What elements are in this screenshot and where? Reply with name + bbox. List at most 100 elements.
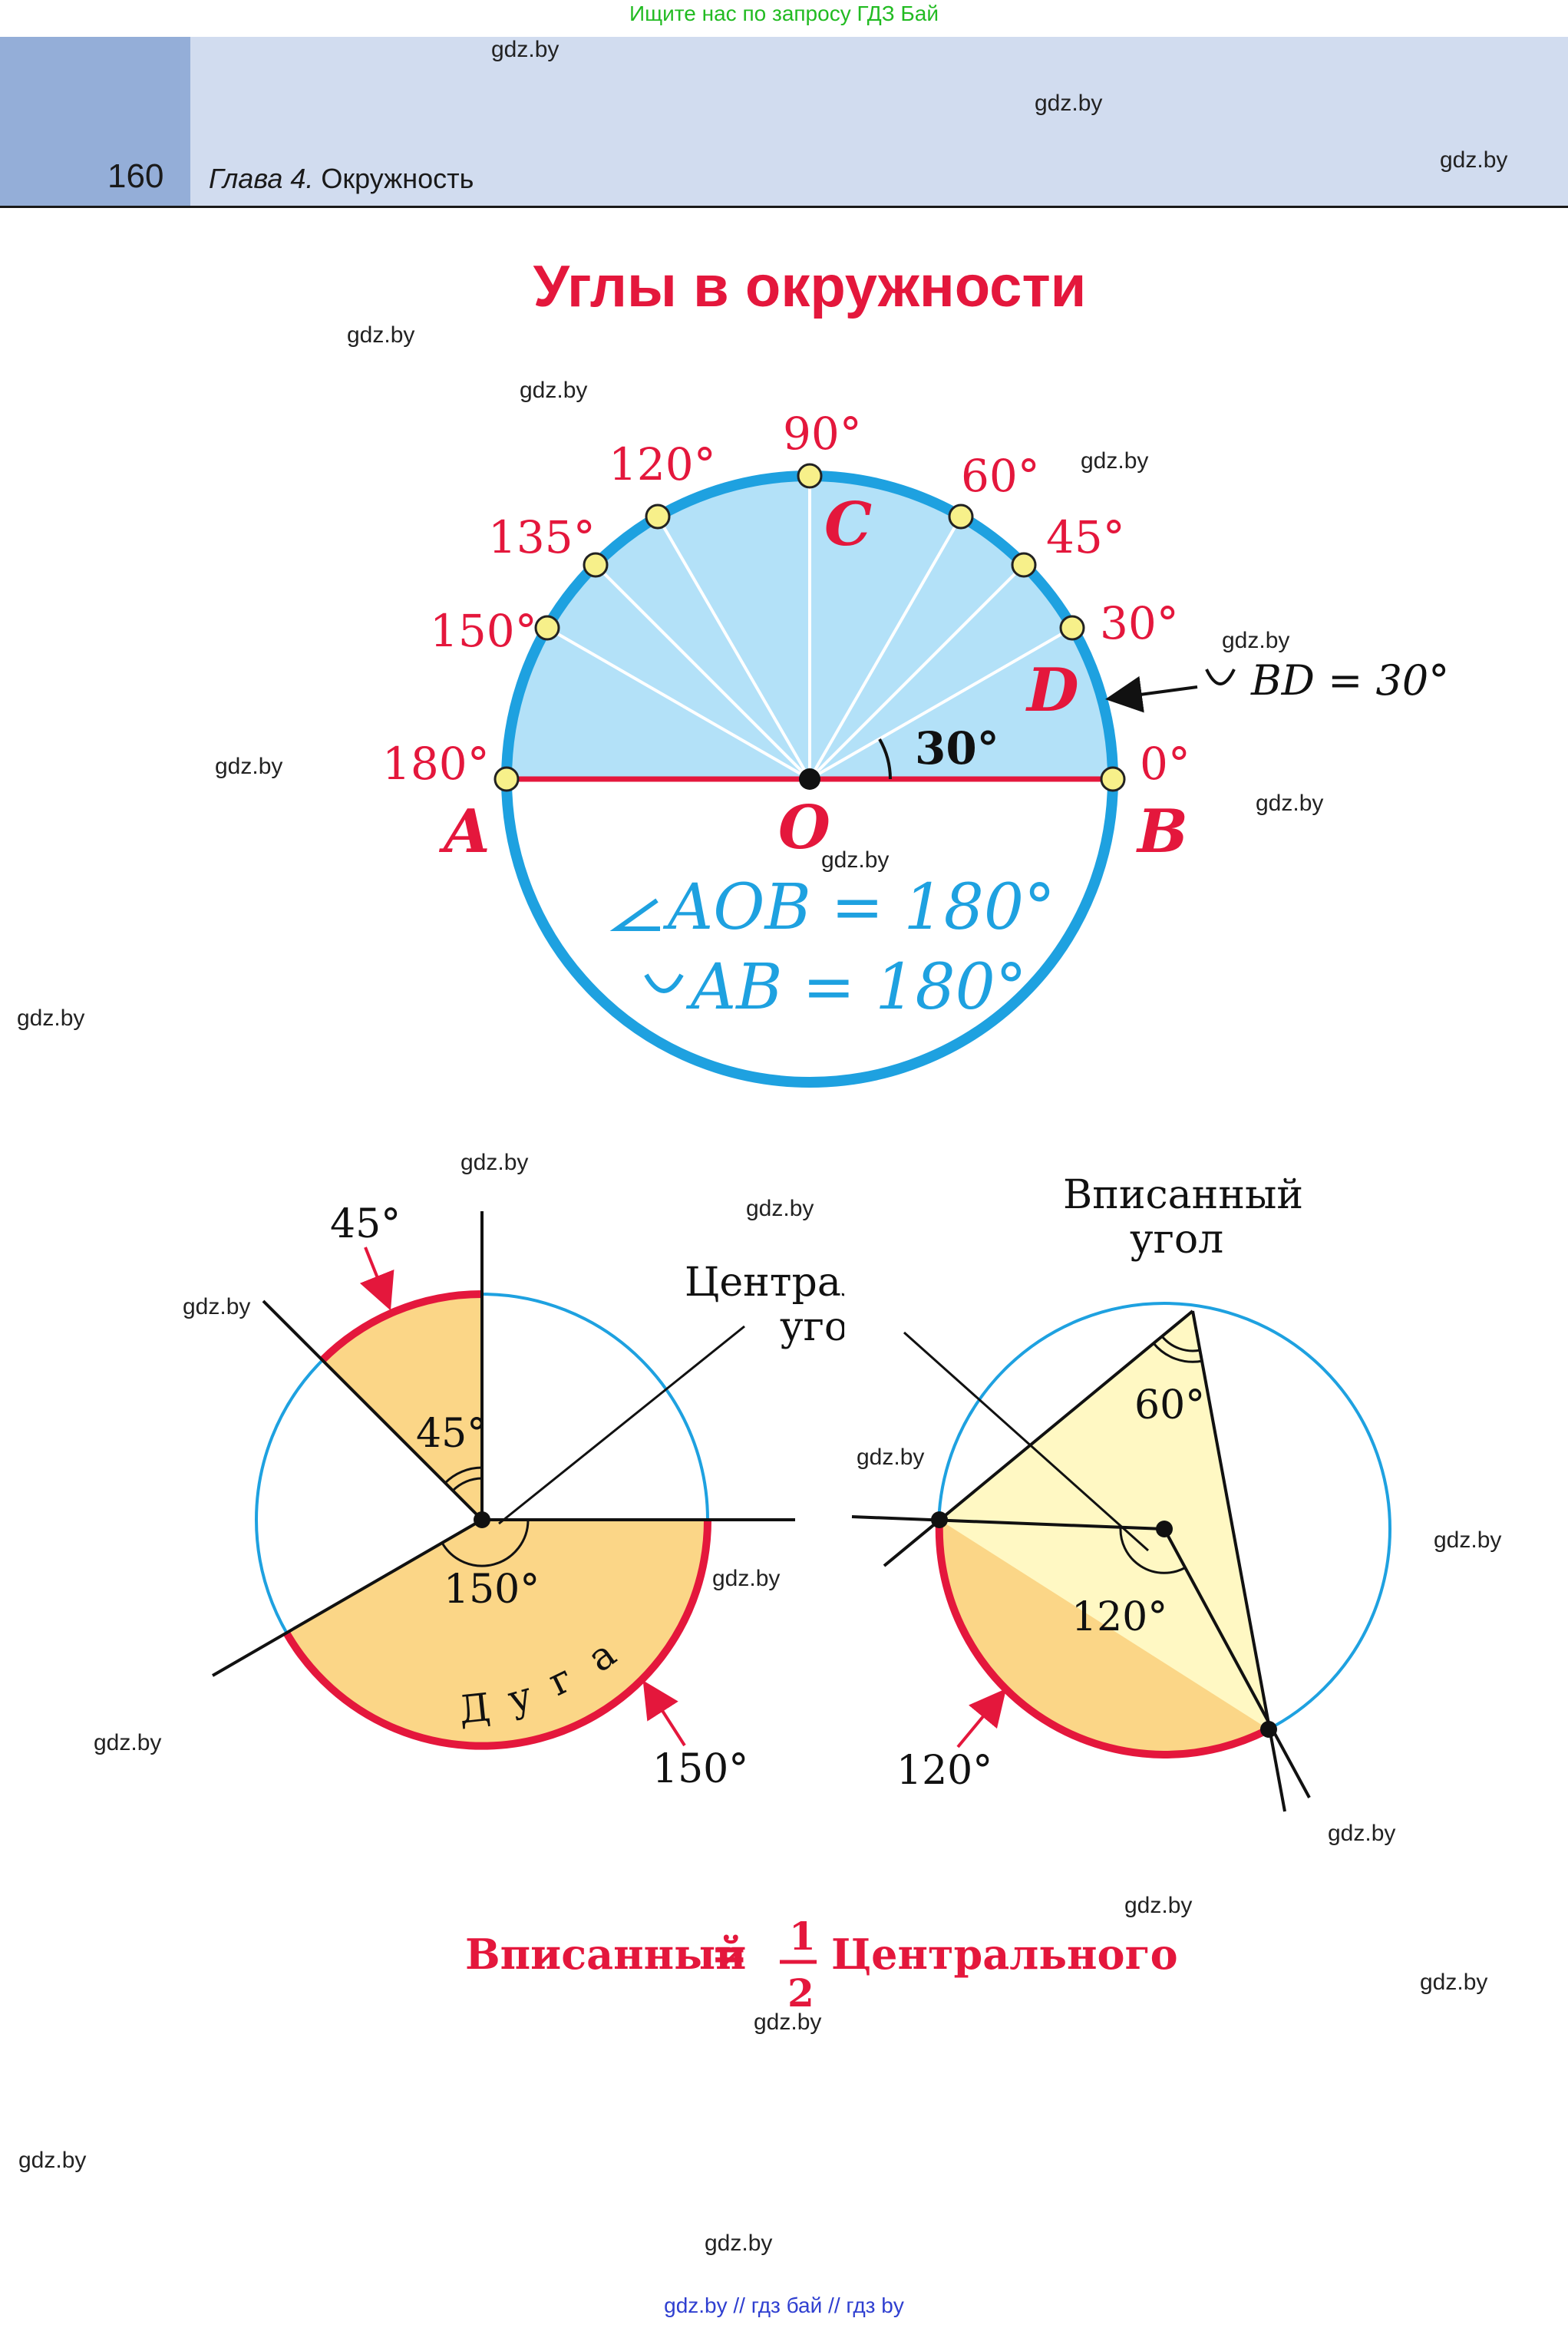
degree-points (494, 463, 1126, 792)
watermark: gdz.by (1222, 628, 1290, 653)
formula-angle-aob: AOB = 180° (662, 871, 1055, 944)
arrow-to-arc-120 (956, 1688, 1007, 1749)
watermark: gdz.by (520, 378, 588, 403)
watermark: gdz.by (746, 1196, 814, 1221)
watermark: gdz.by (491, 37, 560, 62)
watermark: gdz.by (712, 1566, 781, 1591)
label-120-outer: 120° (896, 1748, 992, 1794)
label-120-inner: 120° (1071, 1594, 1167, 1640)
point-label-o: O (778, 793, 830, 863)
watermark: gdz.by (754, 2009, 822, 2035)
caption-line-1: Вписанный (1063, 1172, 1303, 1218)
chapter-heading: Глава 4. Окружность (209, 163, 474, 195)
arc-bd-pointer-arrow (1105, 675, 1198, 713)
angle-60-arc (1152, 1342, 1203, 1363)
radius-left (851, 1515, 1165, 1531)
caption-pointer-line (903, 1331, 1149, 1552)
formula-equals: = (711, 1927, 748, 1980)
watermark: gdz.by (1081, 448, 1149, 474)
watermark: gdz.by (17, 1006, 85, 1031)
label-60: 60° (1134, 1382, 1205, 1428)
footer-links: gdz.by // гдз бай // гдз by (664, 2293, 904, 2317)
angle-150-arc (441, 1519, 530, 1567)
inscribed-central-formula: Вписанный = 1 2 Центрального (465, 1914, 1178, 2016)
inscribed-triangle (939, 1311, 1269, 1729)
formula-arc-ab: AB = 180° (685, 951, 1027, 1024)
watermark: gdz.by (1328, 1821, 1396, 1846)
deg-label-150: 150° (430, 605, 537, 657)
point-label-a: A (438, 797, 490, 867)
deg-label-90: 90° (783, 408, 862, 460)
caption-line-1: Центральный (685, 1260, 844, 1306)
deg-label-60: 60° (961, 450, 1040, 502)
center-point (474, 1511, 490, 1528)
arc-symbol-icon (1205, 669, 1236, 685)
watermark: gdz.by (183, 1294, 251, 1319)
caption-pointer-line (498, 1325, 745, 1525)
point-label-d: D (1025, 655, 1079, 725)
arc-150-highlight (282, 1519, 712, 1750)
center-point (1156, 1521, 1173, 1537)
watermark: gdz.by (215, 754, 283, 779)
ray-lower-left (211, 1518, 484, 1677)
top-search-note: Ищите нас по запросу ГДЗ Бай (629, 2, 939, 25)
watermark: gdz.by (1434, 1527, 1502, 1553)
deg-label-120: 120° (609, 438, 716, 490)
deg-label-45: 45° (1046, 511, 1125, 563)
watermark: gdz.by (1035, 91, 1103, 116)
deg-label-0: 0° (1140, 738, 1190, 790)
angles-in-circle-diagram: 0° 30° 45° 60° 90° 120° 135° 150° 180° A… (382, 408, 1449, 1088)
label-150-inner: 150° (444, 1567, 540, 1613)
point-label-c: C (824, 490, 872, 560)
watermark: gdz.by (1420, 1970, 1488, 1995)
arrow-to-arc-45 (359, 1247, 394, 1311)
watermark: gdz.by (821, 847, 890, 873)
label-45-outer: 45° (330, 1201, 401, 1247)
arc-word-letter: Д (457, 1685, 492, 1732)
watermark: gdz.by (94, 1730, 162, 1755)
header-band (0, 37, 1568, 206)
formula-left: Вписанный (465, 1930, 746, 1979)
angle-120-arc (1119, 1527, 1185, 1574)
watermark: gdz.by (1256, 791, 1324, 816)
header-page-tab (0, 37, 190, 206)
caption-line-2: угол (1130, 1217, 1223, 1263)
radii (546, 476, 1073, 781)
angle-symbol-icon (609, 898, 660, 931)
angle-45-arc (444, 1466, 483, 1484)
caption-line-2: угол (780, 1304, 844, 1350)
chapter-title: Окружность (321, 163, 474, 194)
point-label-b: B (1136, 797, 1188, 867)
sector-45 (322, 1294, 482, 1520)
watermark: gdz.by (705, 2231, 773, 2256)
vertex-point (931, 1511, 948, 1528)
radius-lower (1163, 1528, 1311, 1798)
page-title: Углы в окружности (533, 254, 1087, 319)
central-angle-diagram: 45° 45° 150° 150° Центральный угол Д у г… (211, 1201, 844, 1792)
center-point-o (799, 768, 820, 790)
watermark: gdz.by (460, 1150, 529, 1175)
formula-denominator: 2 (787, 1970, 814, 2016)
angle-30-arc (878, 738, 892, 780)
label-45-inner: 45° (416, 1411, 487, 1457)
deg-label-180: 180° (382, 738, 490, 790)
watermark: gdz.by (1124, 1893, 1193, 1918)
formula-right: Центрального (831, 1930, 1178, 1979)
angle-45-arc (451, 1477, 483, 1492)
angle-60-arc (1160, 1336, 1201, 1352)
arc-bd-note: BD = 30° (1250, 656, 1449, 705)
label-150-outer: 150° (652, 1746, 748, 1792)
chapter-label: Глава 4. (209, 163, 314, 194)
arrow-to-arc-150 (642, 1680, 686, 1747)
formula-numerator: 1 (789, 1914, 816, 1959)
inscribed-angle-diagram: Вписанный угол 60° 120° 120° (851, 1172, 1391, 1812)
watermark: gdz.by (347, 322, 415, 348)
deg-label-135: 135° (488, 511, 596, 563)
arc-120-highlight (935, 1519, 1271, 1758)
arc-45-highlight (319, 1290, 483, 1363)
vertex-point (1260, 1721, 1277, 1738)
ray-upper-left (262, 1299, 484, 1521)
arc-symbol-icon (644, 973, 684, 993)
watermark: gdz.by (1440, 147, 1508, 173)
